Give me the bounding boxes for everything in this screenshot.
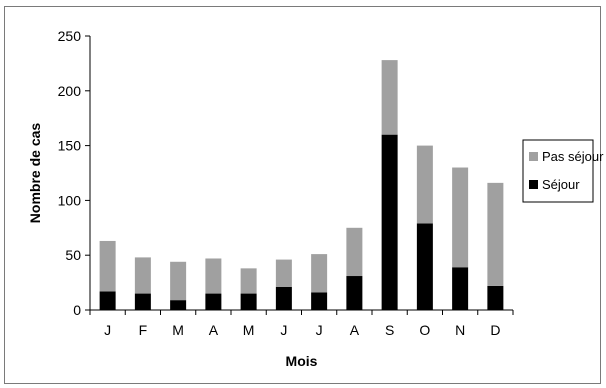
bar-sejour-6 [311,292,328,310]
bar-pas-sejour-11 [487,182,504,286]
y-tick-label: 100 [58,192,82,208]
bar-sejour-9 [416,223,433,310]
bar-pas-sejour-5 [275,259,292,287]
y-ticks-group: 0 50 100 150 200 250 [58,28,90,318]
x-tick-label: F [139,322,148,338]
bar-sejour-2 [170,300,187,310]
legend-label: Séjour [542,177,580,192]
bar-pas-sejour-2 [170,261,187,301]
bar-pas-sejour-10 [452,167,469,268]
bar-sejour-5 [275,286,292,310]
x-tick-label: J [316,322,323,338]
x-tick-label: M [172,322,184,338]
bar-pas-sejour-6 [311,254,328,293]
legend-box [522,139,594,203]
bar-sejour-8 [381,134,398,310]
chart-frame [4,6,601,384]
x-tick-label: J [280,322,287,338]
x-tick-label: N [455,322,465,338]
y-tick-label: 150 [58,138,82,154]
bar-pas-sejour-8 [381,60,398,135]
legend-swatch [529,152,538,161]
bar-sejour-4 [240,293,257,310]
x-tick-label: D [490,322,500,338]
legend: Pas séjour Séjour [522,139,604,203]
y-tick-label: 200 [58,83,82,99]
bar-pas-sejour-9 [416,145,433,224]
bar-sejour-3 [205,293,222,310]
bar-sejour-1 [134,293,151,310]
x-tick-label: A [350,322,360,338]
x-tick-label: J [104,322,111,338]
x-tick-label: O [419,322,430,338]
x-tick-label: S [385,322,394,338]
bar-sejour-10 [452,267,469,310]
bar-pas-sejour-3 [205,258,222,294]
bar-pas-sejour-7 [346,227,363,277]
x-tick-label: M [243,322,255,338]
y-tick-label: 250 [58,28,82,44]
y-axis-title: Nombre de cas [27,123,43,224]
bar-pas-sejour-4 [240,268,257,294]
bar-sejour-11 [487,285,504,310]
legend-swatch [529,180,538,189]
bars-group [99,60,504,310]
bar-pas-sejour-0 [99,240,116,292]
x-axis-title: Mois [286,353,318,369]
y-tick-label: 0 [73,302,81,318]
x-tick-label: A [209,322,219,338]
y-tick-label: 50 [65,247,81,263]
bar-sejour-7 [346,276,363,310]
bar-sejour-0 [99,291,116,310]
legend-label: Pas séjour [542,149,604,164]
bar-pas-sejour-1 [134,257,151,294]
